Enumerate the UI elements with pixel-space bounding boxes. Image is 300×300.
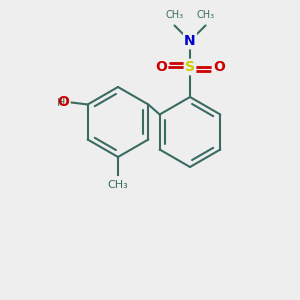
Text: CH₃: CH₃ [165, 11, 184, 20]
Text: CH₃: CH₃ [108, 180, 128, 190]
Text: N: N [184, 34, 196, 48]
Text: S: S [185, 60, 195, 74]
Text: H: H [57, 98, 66, 107]
Text: O: O [213, 60, 225, 74]
Text: CH₃: CH₃ [196, 11, 214, 20]
Text: O: O [155, 60, 167, 74]
Text: O: O [57, 95, 69, 110]
